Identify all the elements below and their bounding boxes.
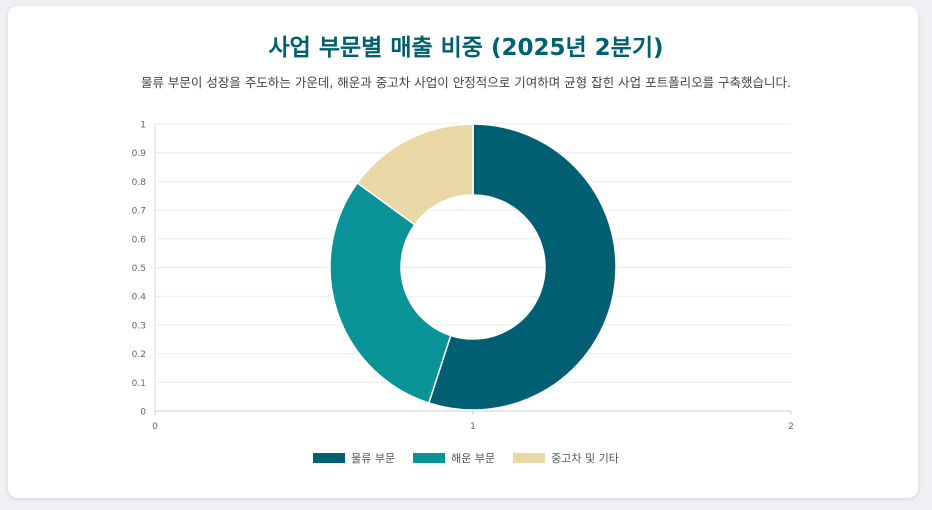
legend-swatch — [413, 453, 446, 463]
y-tick-label: 0.1 — [132, 379, 146, 389]
y-tick-label: 0.3 — [132, 321, 146, 331]
legend-item[interactable]: 해운 부문 — [413, 450, 495, 466]
y-tick-label: 0.5 — [132, 264, 146, 274]
doughnut-slice — [329, 181, 452, 404]
x-tick-label: 2 — [788, 422, 794, 432]
doughnut-slice — [427, 123, 617, 411]
y-tick-label: 0.8 — [132, 178, 147, 188]
chart-card — [8, 6, 918, 498]
legend-item[interactable]: 물류 부문 — [313, 450, 395, 466]
legend-item[interactable]: 중고차 및 기타 — [513, 450, 619, 466]
doughnut-slice — [356, 123, 474, 226]
x-tick-label: 0 — [152, 422, 158, 432]
legend-label: 중고차 및 기타 — [551, 452, 619, 465]
y-tick-label: 0.6 — [132, 235, 147, 245]
y-tick-label: 0 — [140, 408, 146, 418]
y-tick-label: 0.2 — [132, 350, 146, 360]
legend-swatch — [513, 453, 546, 463]
y-tick-label: 1 — [140, 121, 146, 131]
legend-label: 해운 부문 — [451, 452, 496, 465]
legend-swatch — [313, 453, 346, 463]
y-tick-label: 0.7 — [132, 207, 146, 217]
x-tick-label: 1 — [470, 422, 476, 432]
chart-subtitle: 물류 부문이 성장을 주도하는 가운데, 해운과 중고차 사업이 안정적으로 기… — [140, 75, 792, 90]
y-tick-label: 0.9 — [132, 149, 147, 159]
y-tick-label: 0.4 — [132, 293, 147, 303]
legend-label: 물류 부문 — [351, 452, 396, 465]
legend: 물류 부문 해운 부문 중고차 및 기타 — [0, 450, 932, 466]
chart-title: 사업 부문별 매출 비중 (2025년 2분기) — [268, 35, 664, 61]
